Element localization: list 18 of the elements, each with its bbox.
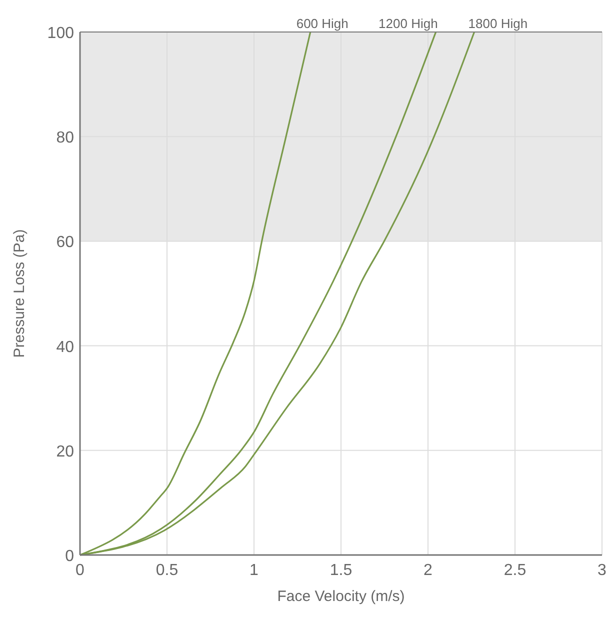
y-axis-title: Pressure Loss (Pa) bbox=[11, 229, 28, 358]
series-label: 1800 High bbox=[468, 16, 528, 31]
x-tick-label: 1.5 bbox=[330, 562, 352, 579]
x-tick-label: 1 bbox=[250, 562, 259, 579]
x-tick-label: 2 bbox=[424, 562, 433, 579]
x-tick-label: 2.5 bbox=[504, 562, 526, 579]
y-tick-label: 20 bbox=[56, 443, 74, 460]
series-label: 1200 High bbox=[378, 16, 438, 31]
series-label: 600 High bbox=[296, 16, 348, 31]
y-tick-label: 40 bbox=[56, 338, 74, 356]
y-tick-label: 80 bbox=[56, 130, 74, 147]
x-tick-label: 0.5 bbox=[156, 562, 178, 579]
x-tick-label: 0 bbox=[76, 562, 85, 579]
y-tick-label: 0 bbox=[65, 548, 74, 565]
y-tick-label: 100 bbox=[47, 25, 74, 42]
y-tick-label: 60 bbox=[56, 234, 74, 252]
x-tick-label: 3 bbox=[598, 562, 607, 579]
x-axis-title: Face Velocity (m/s) bbox=[277, 588, 405, 605]
